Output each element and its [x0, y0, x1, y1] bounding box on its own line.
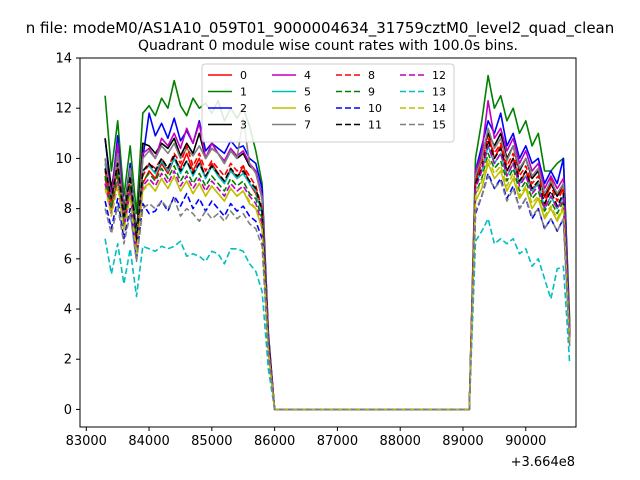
series-line-2: [104, 112, 571, 411]
series-layer: [104, 74, 571, 411]
legend-label-14: 14: [432, 102, 446, 115]
legend-label-8: 8: [368, 69, 375, 82]
legend-label-4: 4: [304, 69, 311, 82]
x-tick-label: 89000: [442, 434, 483, 449]
x-tick-label: 86000: [254, 434, 295, 449]
series-line-12: [104, 145, 571, 411]
legend-label-9: 9: [368, 86, 375, 99]
legend-label-15: 15: [432, 119, 446, 132]
x-axis: 83000 84000 85000 86000 87000 88000 89000 90000: [66, 427, 546, 449]
series-line-11: [104, 140, 571, 411]
x-offset-label: +3.664e8: [511, 455, 575, 470]
x-tick-label: 85000: [191, 434, 232, 449]
x-tick-label: 83000: [66, 434, 107, 449]
x-tick-label: 87000: [317, 434, 358, 449]
chart-suptitle: n file: modeM0/AS1A10_059T01_9000004634_…: [26, 19, 615, 38]
y-tick-label: 10: [55, 152, 72, 167]
series-line-0: [104, 132, 571, 411]
x-tick-label: 88000: [380, 434, 421, 449]
legend-label-12: 12: [432, 69, 446, 82]
legend-box: [201, 63, 455, 143]
legend-label-0: 0: [240, 69, 247, 82]
x-tick-label: 90000: [505, 434, 546, 449]
chart-title: Quadrant 0 module wise count rates with …: [138, 38, 518, 54]
legend-label-11: 11: [368, 119, 382, 132]
series-line-5: [104, 145, 571, 411]
legend-label-3: 3: [240, 119, 247, 132]
y-tick-label: 8: [64, 202, 72, 217]
legend-label-2: 2: [240, 102, 247, 115]
y-tick-label: 12: [55, 102, 72, 117]
y-tick-label: 0: [64, 403, 72, 418]
x-tick-label: 84000: [128, 434, 169, 449]
legend-label-7: 7: [304, 119, 311, 132]
series-line-3: [104, 132, 571, 411]
series-line-8: [104, 137, 571, 411]
y-tick-label: 14: [55, 52, 72, 67]
legend-label-5: 5: [304, 86, 311, 99]
legend-label-10: 10: [368, 102, 382, 115]
legend-label-13: 13: [432, 86, 446, 99]
legend-label-6: 6: [304, 102, 311, 115]
series-line-9: [104, 152, 571, 411]
y-tick-label: 4: [64, 303, 72, 318]
series-line-10: [104, 172, 571, 411]
series-line-13: [104, 217, 571, 411]
series-line-14: [104, 157, 571, 411]
legend-label-1: 1: [240, 86, 247, 99]
y-axis: 0 2 4 6 8 10 12 14: [55, 52, 80, 418]
plot-frame: [79, 57, 577, 428]
y-tick-label: 6: [64, 252, 72, 267]
series-line-15: [104, 175, 571, 411]
y-tick-label: 2: [64, 353, 72, 368]
